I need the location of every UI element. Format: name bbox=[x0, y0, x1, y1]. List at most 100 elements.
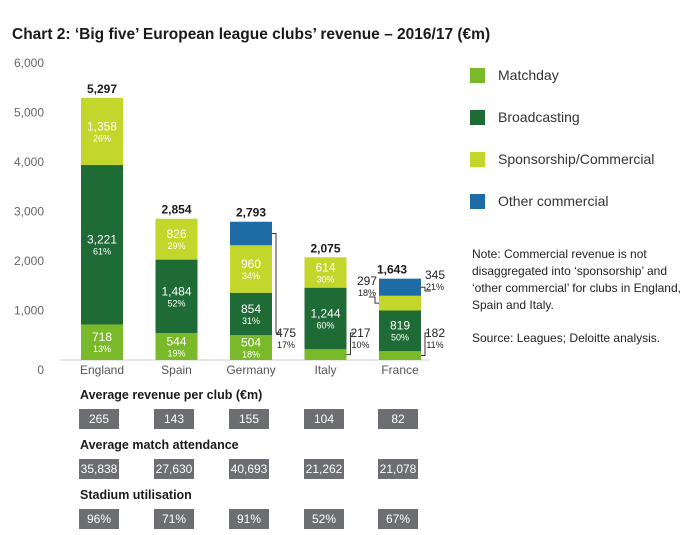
bar-matchday-germany bbox=[230, 335, 272, 360]
data-pct-other-france: 21% bbox=[426, 282, 444, 292]
bar-broadcasting-spain bbox=[155, 259, 198, 334]
stat-box-utilisation-germany: 91% bbox=[229, 509, 269, 529]
x-tick-italy: Italy bbox=[314, 363, 336, 377]
stat-box-revenue-germany: 155 bbox=[229, 409, 269, 429]
data-label-sponsorship-germany: 960 bbox=[241, 257, 261, 271]
data-label-other-germany: 475 bbox=[276, 326, 296, 340]
legend-swatch-other-commercial bbox=[470, 194, 485, 209]
x-tick-england: England bbox=[80, 363, 124, 377]
data-pct-sponsorship-spain: 29% bbox=[167, 241, 185, 251]
callout-line-matchday-italy bbox=[346, 332, 355, 356]
chart-title: Chart 2: ‘Big five’ European league club… bbox=[12, 26, 491, 43]
bar-broadcasting-italy bbox=[304, 287, 347, 350]
bar-sponsorship-germany bbox=[230, 245, 272, 293]
callout-line-sponsorship-france bbox=[369, 296, 379, 304]
y-tick-0: 0 bbox=[37, 363, 44, 377]
data-label-matchday-italy: 217 bbox=[350, 326, 370, 340]
total-label-france: 1,643 bbox=[377, 263, 407, 277]
data-pct-sponsorship-england: 26% bbox=[93, 133, 111, 143]
data-label-sponsorship-italy: 614 bbox=[315, 260, 335, 274]
legend-label-other-commercial: Other commercial bbox=[498, 193, 609, 209]
legend-label-broadcasting: Broadcasting bbox=[498, 109, 580, 125]
x-tick-france: France bbox=[381, 363, 419, 377]
data-pct-matchday-italy: 10% bbox=[351, 340, 369, 350]
bar-matchday-france bbox=[379, 350, 421, 360]
y-tick-2: 2,000 bbox=[14, 254, 44, 268]
bar-matchday-italy bbox=[304, 349, 347, 360]
bar-matchday-spain bbox=[155, 333, 198, 360]
stat-box-attendance-france: 21,078 bbox=[378, 459, 418, 479]
data-pct-broadcasting-france: 50% bbox=[391, 333, 409, 343]
legend-swatch-sponsorship bbox=[470, 152, 485, 167]
data-pct-broadcasting-germany: 31% bbox=[242, 316, 260, 326]
chart-source: Source: Leagues; Deloitte analysis. bbox=[472, 331, 661, 345]
stat-box-utilisation-spain: 71% bbox=[154, 509, 194, 529]
stat-title-utilisation: Stadium utilisation bbox=[80, 488, 192, 502]
bar-broadcasting-germany bbox=[230, 292, 272, 336]
legend-item-matchday: Matchday bbox=[470, 66, 670, 86]
chart-note: Note: Commercial revenue is not disaggre… bbox=[472, 247, 681, 312]
data-pct-matchday-france: 11% bbox=[426, 340, 443, 350]
data-pct-broadcasting-spain: 52% bbox=[167, 298, 185, 308]
stat-box-attendance-spain: 27,630 bbox=[154, 459, 194, 479]
total-label-germany: 2,793 bbox=[236, 206, 266, 220]
legend-item-sponsorship: Sponsorship/Commercial bbox=[470, 150, 670, 170]
stat-box-revenue-spain: 143 bbox=[154, 409, 194, 429]
bar-sponsorship-italy bbox=[304, 257, 347, 288]
data-pct-sponsorship-germany: 34% bbox=[242, 271, 260, 281]
legend-label-sponsorship: Sponsorship/Commercial bbox=[498, 151, 655, 167]
y-tick-3: 3,000 bbox=[14, 205, 44, 219]
bar-other-france bbox=[379, 278, 421, 296]
y-tick-4: 4,000 bbox=[14, 155, 44, 169]
total-label-spain: 2,854 bbox=[161, 203, 191, 217]
data-label-sponsorship-spain: 826 bbox=[166, 227, 186, 241]
callout-line-matchday-france bbox=[421, 332, 429, 356]
data-pct-matchday-spain: 19% bbox=[167, 349, 185, 359]
stat-box-revenue-france: 82 bbox=[378, 409, 418, 429]
total-label-england: 5,297 bbox=[87, 82, 117, 96]
data-label-matchday-spain: 544 bbox=[166, 335, 186, 349]
stat-box-utilisation-italy: 52% bbox=[304, 509, 344, 529]
callout-line-other-france bbox=[421, 286, 431, 292]
y-tick-1: 1,000 bbox=[14, 304, 44, 318]
data-pct-other-germany: 17% bbox=[277, 340, 295, 350]
bar-sponsorship-england bbox=[81, 97, 123, 166]
stat-box-revenue-england: 265 bbox=[79, 409, 119, 429]
data-label-broadcasting-italy: 1,244 bbox=[310, 306, 340, 320]
y-tick-5: 5,000 bbox=[14, 106, 44, 120]
stat-box-attendance-england: 35,838 bbox=[79, 459, 119, 479]
bar-broadcasting-england bbox=[81, 165, 123, 325]
bar-matchday-england bbox=[81, 324, 123, 360]
legend-swatch-broadcasting bbox=[470, 110, 485, 125]
stat-box-revenue-italy: 104 bbox=[304, 409, 344, 429]
total-label-italy: 2,075 bbox=[310, 241, 340, 255]
stat-box-utilisation-france: 67% bbox=[378, 509, 418, 529]
bar-sponsorship-spain bbox=[155, 218, 198, 260]
data-pct-matchday-germany: 18% bbox=[242, 350, 260, 360]
data-label-broadcasting-england: 3,221 bbox=[87, 233, 117, 247]
bar-sponsorship-france bbox=[379, 295, 421, 311]
x-tick-spain: Spain bbox=[161, 363, 192, 377]
stat-box-attendance-italy: 21,262 bbox=[304, 459, 344, 479]
data-label-broadcasting-germany: 854 bbox=[241, 302, 261, 316]
stat-title-revenue: Average revenue per club (€m) bbox=[80, 388, 263, 402]
x-tick-germany: Germany bbox=[226, 363, 275, 377]
bar-broadcasting-france bbox=[379, 310, 421, 351]
data-label-matchday-germany: 504 bbox=[241, 336, 261, 350]
stat-title-attendance: Average match attendance bbox=[80, 438, 239, 452]
data-pct-sponsorship-italy: 30% bbox=[316, 274, 334, 284]
stat-box-attendance-germany: 40,693 bbox=[229, 459, 269, 479]
data-label-sponsorship-france: 297 bbox=[357, 274, 377, 288]
callout-line-other-germany bbox=[272, 233, 280, 334]
bar-other-germany bbox=[230, 221, 272, 246]
stat-box-utilisation-england: 96% bbox=[79, 509, 119, 529]
data-pct-broadcasting-italy: 60% bbox=[316, 320, 334, 330]
data-label-broadcasting-france: 819 bbox=[390, 319, 410, 333]
y-tick-6: 6,000 bbox=[14, 56, 44, 70]
data-pct-matchday-england: 13% bbox=[93, 344, 111, 354]
data-label-other-france: 345 bbox=[425, 268, 445, 282]
data-pct-sponsorship-france: 18% bbox=[358, 288, 376, 298]
legend-swatch-matchday bbox=[470, 68, 485, 83]
legend-item-other-commercial: Other commercial bbox=[470, 192, 670, 212]
